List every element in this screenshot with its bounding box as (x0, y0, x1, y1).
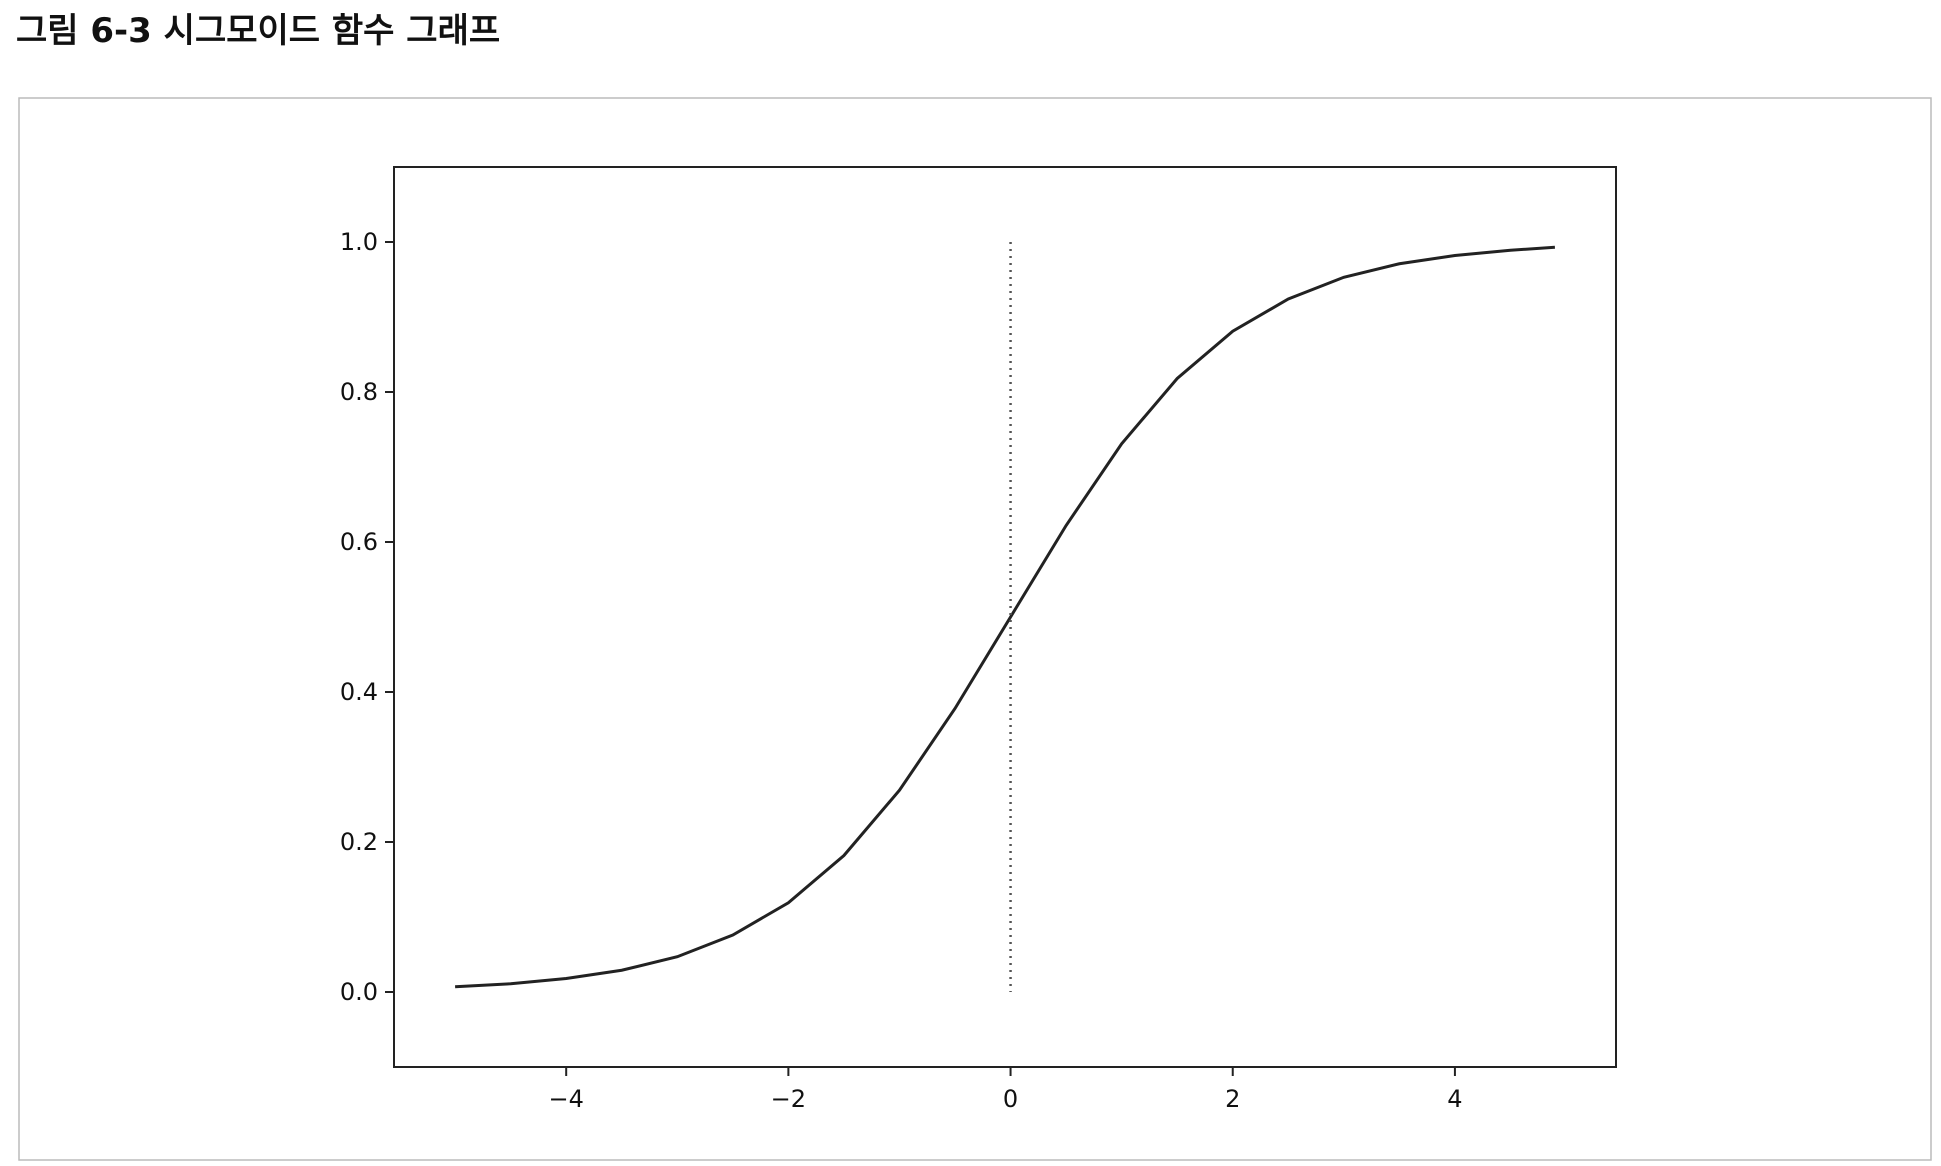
x-tick-label: 0 (1003, 1085, 1018, 1113)
y-tick-label: 1.0 (340, 228, 378, 256)
figure-frame (18, 97, 1932, 1161)
y-tick-label: 0.8 (340, 378, 378, 406)
y-tick-label: 0.6 (340, 528, 378, 556)
line (455, 245, 1556, 989)
x-tick-label: −2 (771, 1085, 806, 1113)
y-tick-label: 0.2 (340, 828, 378, 856)
y-tick-label: 0.4 (340, 678, 378, 706)
x-tick-label: 2 (1225, 1085, 1240, 1113)
x-tick-label: −4 (548, 1085, 583, 1113)
x-tick-label: 4 (1447, 1085, 1462, 1113)
chart-title: 그림 6-3 시그모이드 함수 그래프 (16, 11, 500, 51)
y-tick-label: 0.0 (340, 978, 378, 1006)
axes-frame (393, 166, 1617, 1068)
